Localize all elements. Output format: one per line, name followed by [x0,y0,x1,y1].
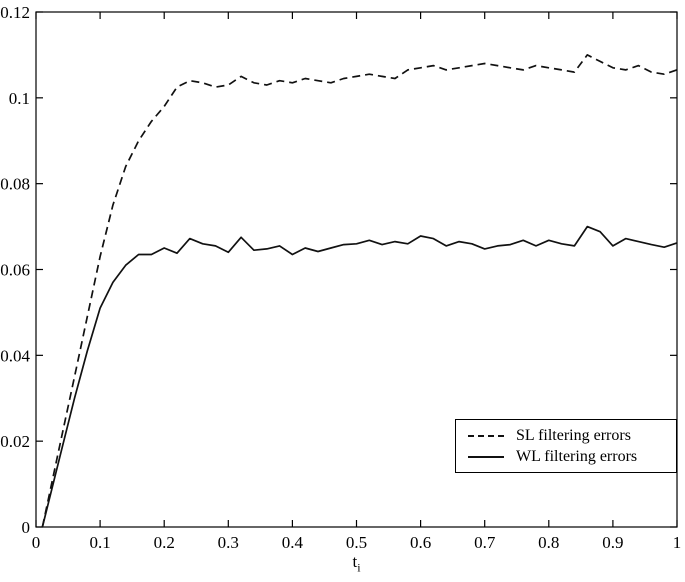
svg-text:0.02: 0.02 [0,432,30,451]
svg-text:0.2: 0.2 [154,533,175,552]
x-axis-label: ti [36,552,677,575]
solid-line-sample [468,455,504,458]
legend-item-wl: WL filtering errors [468,446,676,467]
svg-text:0.5: 0.5 [346,533,367,552]
svg-text:0.1: 0.1 [89,533,110,552]
svg-text:0.6: 0.6 [410,533,431,552]
svg-text:0.9: 0.9 [602,533,623,552]
svg-text:0.3: 0.3 [218,533,239,552]
legend-label-wl: WL filtering errors [516,447,638,465]
svg-text:0.4: 0.4 [282,533,304,552]
svg-text:0.1: 0.1 [9,89,30,108]
svg-text:1: 1 [673,533,682,552]
svg-text:0.8: 0.8 [538,533,559,552]
x-axis-label-base: t [352,552,358,571]
dashed-line-sample [468,434,504,437]
svg-text:0.12: 0.12 [0,3,30,22]
svg-text:0: 0 [32,533,41,552]
svg-text:0.08: 0.08 [0,175,30,194]
svg-text:0.06: 0.06 [0,261,30,280]
svg-text:0: 0 [22,518,31,537]
svg-text:0.04: 0.04 [0,346,30,365]
svg-text:0.7: 0.7 [474,533,496,552]
x-axis-label-subscript: i [357,560,361,575]
legend-item-sl: SL filtering errors [468,425,676,446]
legend-label-sl: SL filtering errors [516,426,631,444]
legend: SL filtering errors WL filtering errors [455,419,677,473]
